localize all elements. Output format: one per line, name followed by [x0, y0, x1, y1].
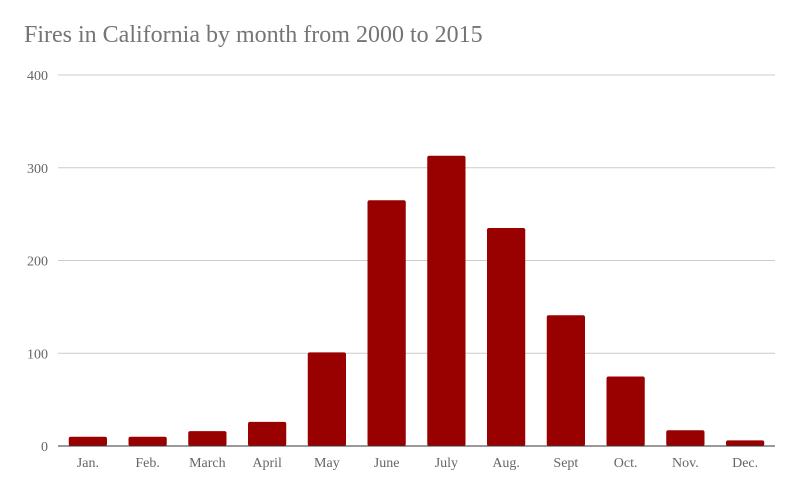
y-tick-label: 300 — [27, 162, 48, 177]
y-tick-label: 200 — [27, 255, 48, 270]
x-tick-label: Nov. — [672, 456, 699, 471]
bar-dec — [726, 440, 765, 446]
x-tick-label: Sept — [553, 456, 578, 471]
x-tick-label: Jan. — [77, 456, 99, 471]
bar-june — [367, 200, 406, 446]
gridlines — [58, 74, 775, 354]
y-tick-label: 100 — [27, 347, 48, 362]
y-tick-label: 400 — [27, 69, 48, 84]
bar-march — [188, 431, 227, 446]
y-axis-tick-labels: 0 100 200 300 400 — [27, 69, 48, 455]
x-tick-label: July — [435, 456, 458, 471]
x-tick-label: June — [374, 456, 400, 471]
x-tick-label: March — [189, 456, 226, 471]
x-tick-label: May — [314, 456, 340, 471]
bar-feb — [128, 436, 167, 446]
y-tick-label: 0 — [41, 440, 48, 455]
x-tick-label: Oct. — [614, 456, 638, 471]
bar-july — [427, 155, 466, 446]
x-axis-tick-labels: Jan. Feb. March April May June July Aug. Sept Oct… — [77, 456, 758, 471]
bar-sept — [546, 315, 585, 446]
bar-jan — [68, 436, 107, 446]
bar-april — [248, 421, 287, 446]
x-tick-label: Dec. — [732, 456, 758, 471]
bar-aug — [487, 228, 526, 446]
bar-may — [307, 352, 346, 446]
bar-oct — [606, 376, 645, 446]
bar-nov — [666, 430, 705, 446]
x-tick-label: April — [252, 456, 282, 471]
bars — [68, 155, 765, 446]
chart-title: Fires in California by month from 2000 t… — [24, 22, 483, 48]
x-tick-label: Aug. — [492, 456, 520, 471]
x-tick-label: Feb. — [135, 456, 160, 471]
